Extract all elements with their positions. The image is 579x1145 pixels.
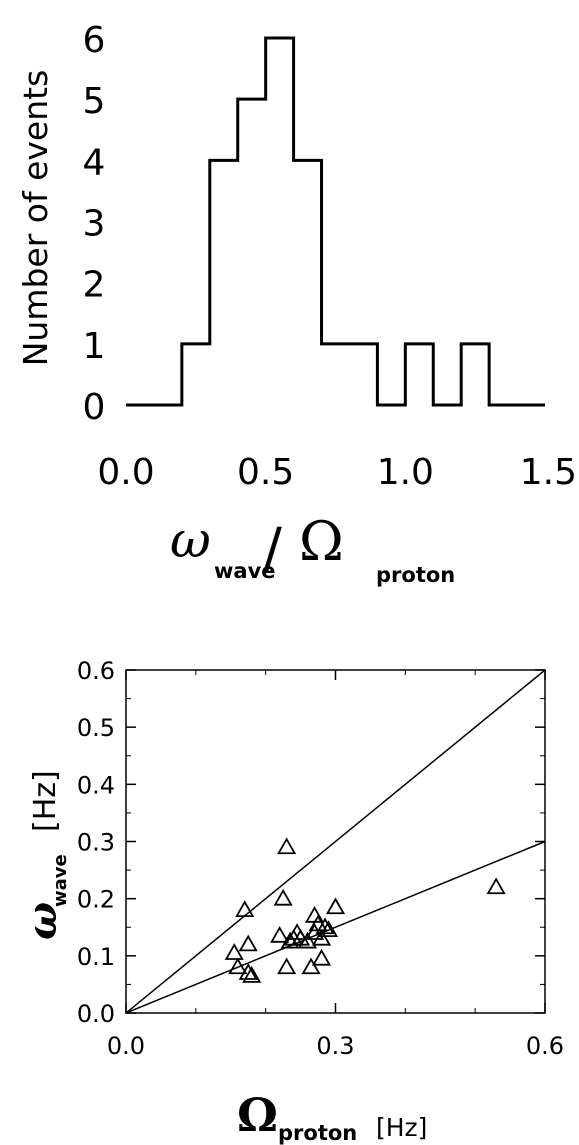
histogram-x-title-capital-omega-sub: proton — [376, 563, 455, 587]
scatter-point-triangle — [277, 837, 297, 855]
histogram-bin-2 — [210, 160, 238, 405]
histogram-y-axis-title: Number of events — [16, 70, 55, 367]
histogram-bins — [182, 38, 489, 405]
histogram-step-line — [126, 36, 545, 407]
histogram-x-tick-label: 1.5 — [520, 452, 577, 493]
scatter-y-tick-label: 0.1 — [77, 943, 115, 971]
scatter-points — [224, 837, 506, 983]
histogram-y-tick-label: 0 — [83, 387, 106, 428]
scatter-y-tick-label: 0.0 — [77, 1000, 115, 1028]
scatter-point-triangle — [311, 948, 332, 966]
histogram-x-title-slash: / — [263, 517, 282, 582]
scatter-point-triangle — [311, 928, 332, 946]
histogram-x-tick-label: 1.0 — [377, 452, 434, 493]
histogram-bin-10 — [461, 344, 489, 405]
histogram-y-tick-label: 2 — [83, 265, 106, 306]
scatter-y-tick-label: 0.3 — [77, 829, 115, 857]
histogram-bin-4 — [266, 38, 294, 405]
histogram-x-title-omega-sub: wave — [214, 559, 276, 583]
scatter-x-title-sub: proton — [278, 1121, 357, 1145]
histogram-y-tick-label: 6 — [83, 20, 106, 61]
scatter-point-triangle — [318, 920, 339, 938]
scatter-reference-line-slope-1 — [125, 669, 546, 1014]
scatter-point-triangle — [298, 931, 318, 949]
scatter-y-title-omega-sub: wave — [50, 854, 71, 907]
scatter-x-ticks: 0.0 0.3 0.6 — [107, 670, 564, 1060]
histogram-bin-6 — [322, 344, 378, 405]
histogram-y-tick-label: 5 — [83, 81, 106, 122]
histogram-y-tick-labels: 0 1 2 3 4 5 6 — [83, 20, 106, 428]
scatter-point-triangle — [486, 877, 506, 895]
scatter-point-triangle — [228, 957, 248, 975]
histogram-bin-8 — [405, 344, 433, 405]
scatter-point-triangle — [273, 888, 293, 906]
histogram-y-tick-label: 1 — [83, 326, 106, 367]
histogram-x-axis-title: ω wave / Ω proton — [170, 510, 455, 587]
histogram-x-tick-labels: 0.0 0.5 1.0 1.5 — [97, 452, 577, 493]
scatter-point-triangle — [242, 966, 262, 983]
scatter-point-triangle — [315, 917, 335, 935]
scatter-reference-lines — [125, 669, 546, 1014]
histogram-y-tick-label: 4 — [83, 142, 106, 183]
histogram-x-tick-label: 0.0 — [97, 452, 154, 493]
histogram-bin-1 — [182, 344, 210, 405]
scatter-y-tick-label: 0.6 — [77, 657, 115, 685]
scatter-x-title-capital-omega: Ω — [237, 1088, 278, 1142]
histogram-bin-3 — [238, 99, 266, 405]
scatter-y-tick-label: 0.2 — [77, 886, 115, 914]
scatter-reference-line-slope-0.5 — [125, 840, 546, 1014]
scatter-chart: 0.0 0.1 0.2 0.3 0.4 0.5 0.6 0.0 0.3 0.6 ω wave [… — [19, 657, 564, 1145]
scatter-point-triangle — [224, 943, 244, 960]
histogram-chart: 0 1 2 3 4 5 6 0.0 0.5 1.0 1.5 Number of events ω … — [16, 20, 577, 587]
scatter-point-triangle — [235, 900, 255, 917]
scatter-y-title-omega: ω — [19, 902, 66, 940]
scatter-y-title-unit: [Hz] — [28, 770, 63, 832]
scatter-x-title-unit: [Hz] — [376, 1113, 427, 1142]
scatter-x-tick-label: 0.3 — [316, 1032, 354, 1060]
histogram-y-tick-label: 3 — [83, 204, 106, 245]
scatter-point-triangle — [238, 934, 258, 952]
scatter-point-triangle — [325, 897, 346, 915]
scatter-point-triangle — [270, 926, 290, 943]
scatter-y-tick-label: 0.4 — [77, 771, 115, 799]
scatter-x-axis-title: Ω proton [Hz] — [237, 1088, 427, 1145]
scatter-y-tick-label: 0.5 — [77, 714, 115, 742]
scatter-y-ticks: 0.0 0.1 0.2 0.3 0.4 0.5 0.6 — [77, 657, 545, 1028]
scatter-x-tick-label: 0.0 — [107, 1032, 145, 1060]
histogram-x-title-capital-omega: Ω — [299, 510, 344, 573]
scatter-point-triangle — [238, 963, 258, 980]
scatter-point-triangle — [301, 957, 321, 975]
histogram-x-title-omega: ω — [170, 511, 211, 569]
scatter-y-axis-title: ω wave [Hz] — [19, 770, 71, 940]
histogram-bin-5 — [294, 160, 322, 405]
scatter-point-triangle — [277, 957, 297, 975]
scatter-x-tick-label: 0.6 — [526, 1032, 564, 1060]
histogram-x-tick-label: 0.5 — [237, 452, 294, 493]
